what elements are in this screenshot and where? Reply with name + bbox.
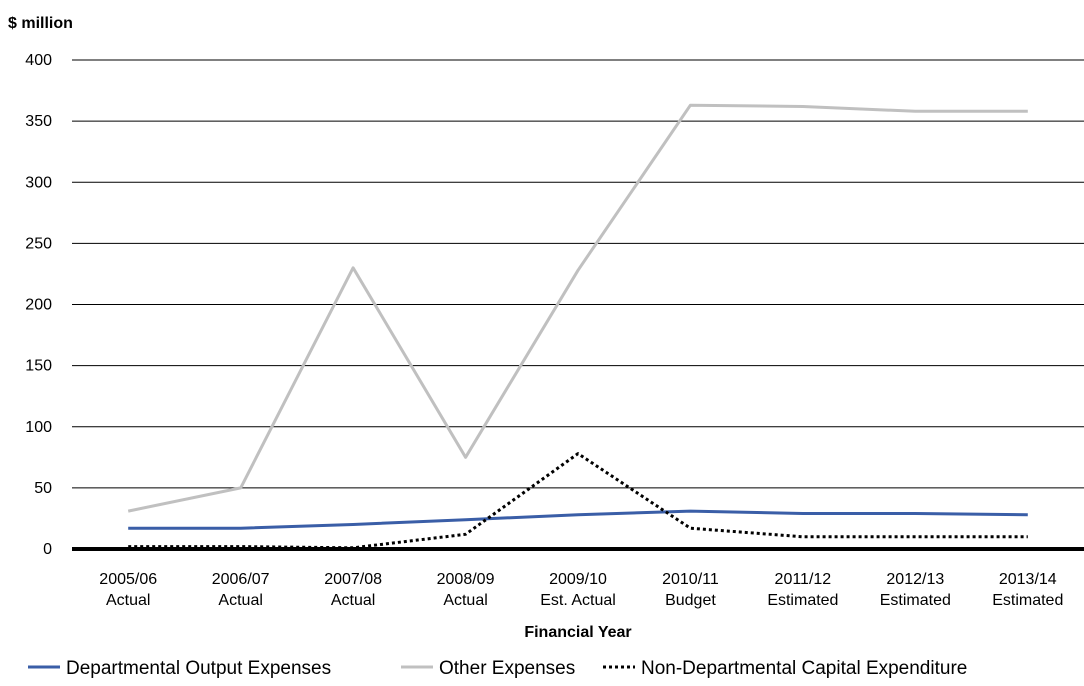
x-tick-label: 2005/06 — [99, 571, 157, 588]
x-tick-label: Actual — [218, 592, 262, 609]
y-tick-label: 350 — [25, 113, 52, 130]
series-line-1 — [127, 103, 1028, 513]
y-tick-label: 50 — [34, 480, 52, 497]
x-tick-label: 2013/14 — [999, 571, 1057, 588]
x-tick-label: 2009/10 — [549, 571, 607, 588]
y-axis-ticks: 0 50 100 150 200 250 300 350 400 — [25, 52, 52, 558]
x-tick-label: Estimated — [880, 592, 951, 609]
x-tick-label: Estimated — [767, 592, 838, 609]
y-tick-label: 300 — [25, 174, 52, 191]
gridlines — [72, 59, 1084, 489]
x-tick-label: 2010/11 — [662, 571, 719, 588]
y-tick-label: 100 — [25, 419, 52, 436]
legend-label-0: Departmental Output Expenses — [66, 658, 331, 679]
y-tick-label: 250 — [25, 235, 52, 252]
y-axis-title: $ million — [8, 15, 73, 32]
x-tick-label: Actual — [331, 592, 375, 609]
x-axis-ticks: 2005/06 Actual 2006/07 Actual 2007/08 Actual 2… — [99, 571, 1063, 609]
y-tick-label: 200 — [25, 297, 52, 314]
legend-label-2: Non-Departmental Capital Expenditure — [641, 658, 967, 679]
x-tick-label: Actual — [106, 592, 150, 609]
x-tick-label: Actual — [443, 592, 487, 609]
legend-label-1: Other Expenses — [439, 658, 575, 679]
x-tick-label: 2012/13 — [886, 571, 944, 588]
x-tick-label: 2007/08 — [324, 571, 382, 588]
x-tick-label: 2006/07 — [212, 571, 270, 588]
series-lines — [127, 103, 1028, 550]
x-tick-label: Est. Actual — [540, 592, 616, 609]
y-tick-label: 400 — [25, 52, 52, 69]
x-tick-label: Budget — [665, 592, 716, 609]
y-tick-label: 150 — [25, 358, 52, 375]
series-line-0 — [128, 509, 1028, 530]
x-tick-label: 2008/09 — [437, 571, 495, 588]
x-tick-label: 2011/12 — [775, 571, 832, 588]
series-line-2 — [128, 452, 1028, 550]
y-tick-label: 0 — [43, 541, 52, 558]
x-axis-title: Financial Year — [524, 624, 631, 641]
x-tick-label: Estimated — [992, 592, 1063, 609]
legend: Departmental Output Expenses Other Expens… — [28, 658, 967, 679]
